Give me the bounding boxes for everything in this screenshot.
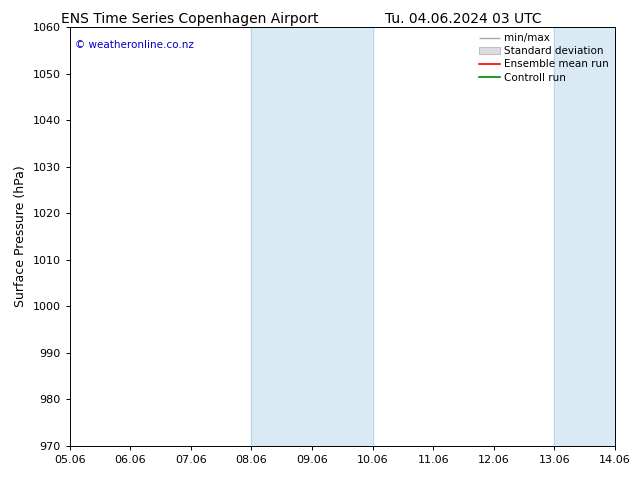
Text: Tu. 04.06.2024 03 UTC: Tu. 04.06.2024 03 UTC	[384, 12, 541, 26]
Bar	[252, 27, 373, 446]
Legend: min/max, Standard deviation, Ensemble mean run, Controll run: min/max, Standard deviation, Ensemble me…	[475, 29, 613, 87]
Bar	[554, 27, 615, 446]
Y-axis label: Surface Pressure (hPa): Surface Pressure (hPa)	[14, 166, 27, 307]
Text: © weatheronline.co.nz: © weatheronline.co.nz	[75, 40, 194, 49]
Text: ENS Time Series Copenhagen Airport: ENS Time Series Copenhagen Airport	[61, 12, 319, 26]
